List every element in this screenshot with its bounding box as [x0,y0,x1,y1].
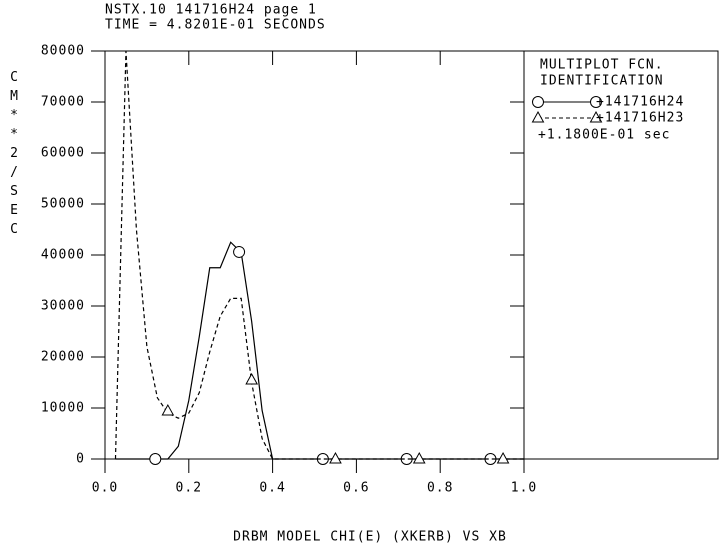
x-axis-label: DRBM MODEL CHI(E) (XKERB) VS XB [233,530,507,545]
marker [161,404,175,416]
marker [329,451,342,464]
x-tick-label: 0.4 [259,481,285,496]
y-tick-label: 20000 [41,350,85,365]
marker [412,451,426,464]
legend-note: +1.1800E-01 sec [538,128,670,143]
legend-marker [589,110,603,123]
x-tick-label: 0.0 [92,481,118,496]
legend-label: +141716H24 [596,95,684,110]
legend-marker [590,96,602,108]
y-tick-label: 80000 [41,44,85,59]
plot-frame [104,50,525,460]
x-tick-label: 0.8 [427,481,453,496]
legend-marker [531,110,545,123]
chart-title: NSTX.10 141716H24 page 1 [105,3,317,18]
marker [496,451,510,464]
marker [149,453,162,465]
x-tick-label: 0.2 [176,481,202,496]
chart-subtitle: TIME = 4.8201E-01 SECONDS [105,18,326,33]
legend-title: MULTIPLOT FCN. [540,58,664,73]
y-tick-label: 60000 [41,146,85,161]
marker [233,245,246,258]
y-tick-label: 0 [76,452,85,467]
legend-title: IDENTIFICATION [540,74,664,89]
marker [245,372,258,385]
y-tick-label: 40000 [41,248,85,263]
x-tick-label: 1.0 [511,481,537,496]
y-axis-label: CM**2/SEC [7,70,22,241]
series-line [114,50,524,460]
series-line [115,241,524,460]
x-tick-label: 0.6 [343,481,369,496]
y-tick-label: 10000 [41,401,85,416]
legend-label: +141716H23 [596,111,684,126]
y-tick-label: 50000 [41,197,85,212]
y-tick-label: 70000 [41,95,85,110]
y-tick-label: 30000 [41,299,85,314]
legend-marker [532,96,544,108]
